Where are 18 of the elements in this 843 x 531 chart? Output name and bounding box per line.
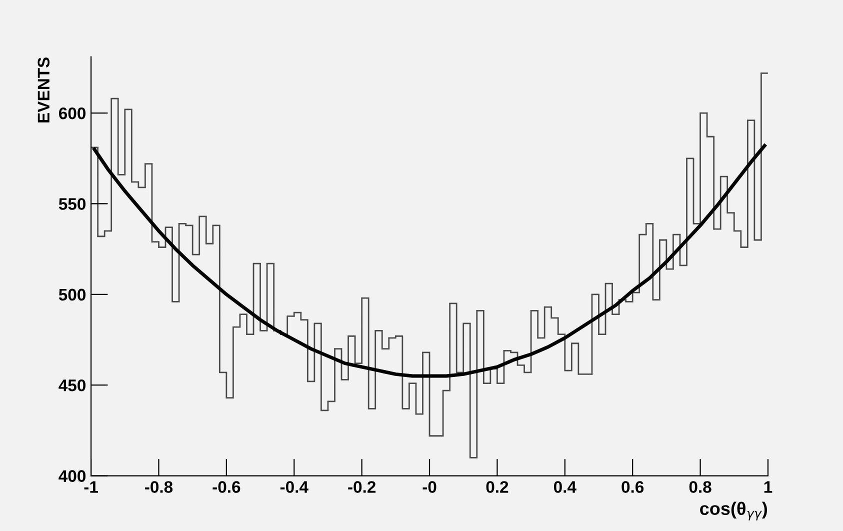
- y-tick-label: 550: [58, 198, 86, 210]
- x-tick-label: -1: [84, 481, 98, 493]
- x-tick-label: -0.4: [280, 481, 308, 493]
- y-tick-label: 450: [58, 379, 86, 392]
- x-tick-label: 0.6: [622, 481, 644, 493]
- x-tick-label: 0.2: [486, 481, 508, 493]
- y-tick-label: 400: [58, 470, 86, 482]
- y-tick-label: 500: [58, 288, 86, 301]
- x-tick-label: -0.6: [212, 481, 240, 493]
- x-tick-label: -0.2: [348, 481, 376, 493]
- x-tick-label: 0.8: [689, 481, 712, 493]
- y-axis-title: EVENTS: [38, 57, 50, 122]
- x-tick-label: -0: [422, 481, 436, 493]
- x-axis-title: cos(θ$_{γγ}$): [700, 502, 767, 520]
- x-tick-label: 1: [764, 481, 772, 493]
- y-tick-label: 600: [58, 107, 86, 120]
- x-tick-label: -0.8: [145, 481, 173, 493]
- x-tick-label: 0.4: [554, 481, 576, 493]
